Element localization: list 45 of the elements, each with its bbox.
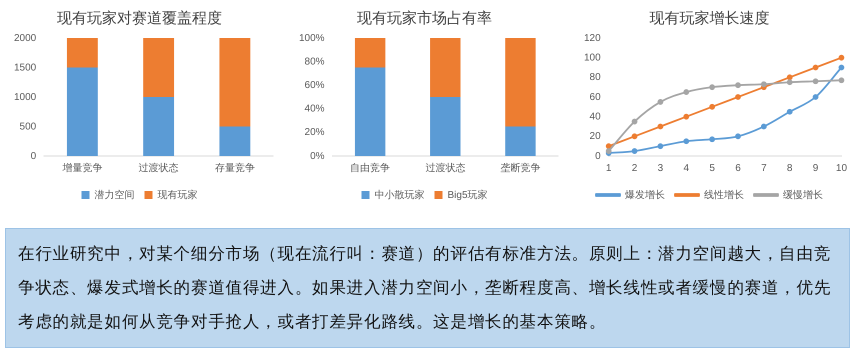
chart-title: 现有玩家增长速度: [650, 10, 770, 28]
y-tick-label: 40: [590, 111, 602, 122]
x-tick-label: 8: [786, 162, 793, 174]
y-tick-label: 2000: [14, 32, 37, 44]
x-tick-label: 6: [735, 162, 742, 174]
x-tick-label: 10: [836, 162, 848, 174]
legend-label: 中小散玩家: [374, 188, 424, 201]
y-tick-label: 20: [590, 131, 602, 142]
y-tick-label: 100%: [299, 32, 325, 44]
y-tick-label: 100: [584, 52, 602, 64]
legend-label: 爆发增长: [625, 188, 665, 201]
y-tick-label: 40%: [304, 104, 325, 115]
text: 在行业研究中，对某个细分市场（现在流行叫：赛道）的评估有标准方法。原则上：潜力空间越大，自由竞争状态、爆发式增长的赛道值得进入。如果进入潜力空间小，垄断程度高、增长线性或者缓慢的赛道，优先考虑的就是如何从竞争对手抢人，或者打差异化路线。这是增长的基本策略。: [5, 228, 850, 348]
y-tick-label: 500: [20, 121, 37, 132]
y-tick-label: 0: [30, 150, 37, 162]
x-tick-label: 自由竞争: [350, 162, 390, 174]
x-tick-label: 5: [709, 162, 716, 174]
x-tick-label: 1: [606, 162, 612, 174]
y-tick-label: 60: [590, 92, 602, 103]
x-tick-label: 垄断竞争: [500, 162, 540, 174]
y-tick-label: 0: [595, 150, 602, 162]
x-tick-label: 过渡状态: [138, 162, 179, 174]
x-tick-label: 增量竞争: [61, 162, 102, 174]
y-tick-label: 60%: [304, 80, 325, 91]
x-tick-label: 2: [632, 162, 638, 174]
y-tick-label: 1000: [14, 92, 37, 103]
legend-label: Big5玩家: [447, 188, 488, 201]
y-tick-label: 20%: [304, 127, 325, 138]
chart-title: 现有玩家市场占有率: [357, 10, 492, 28]
x-tick-label: 过渡状态: [425, 162, 466, 174]
legend-label: 缓慢增长: [783, 188, 823, 201]
y-tick-label: 120: [584, 32, 602, 44]
x-tick-label: 3: [658, 162, 664, 174]
x-tick-label: 9: [812, 162, 819, 174]
x-tick-label: 存量竞争: [214, 162, 255, 174]
legend-label: 线性增长: [704, 188, 744, 201]
y-tick-label: 80: [590, 72, 602, 84]
y-tick-label: 0%: [310, 150, 325, 162]
y-tick-label: 80%: [304, 56, 325, 68]
x-tick-label: 4: [683, 162, 690, 174]
x-tick-label: 7: [761, 162, 768, 174]
legend-label: 现有玩家: [158, 188, 198, 201]
y-tick-label: 1500: [14, 62, 37, 74]
legend-label: 潜力空间: [94, 188, 134, 201]
chart-title: 现有玩家对赛道覆盖程度: [57, 10, 222, 28]
